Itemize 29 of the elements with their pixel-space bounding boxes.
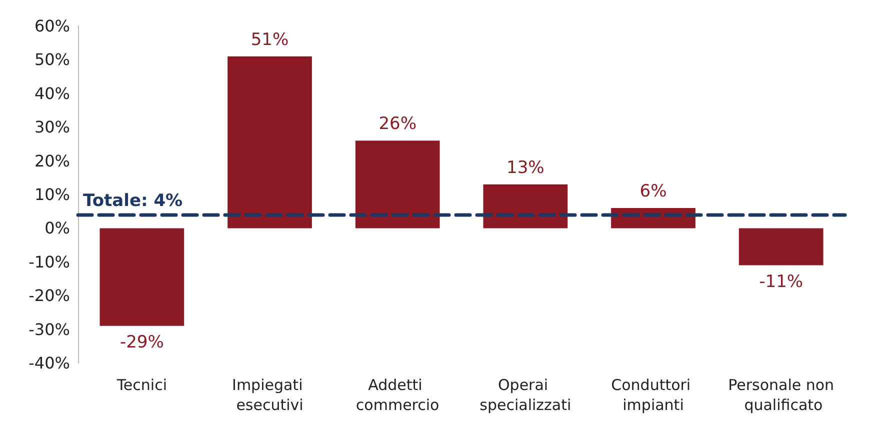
x-tick-label: Conduttori impianti <box>611 376 696 414</box>
bar <box>228 56 312 228</box>
y-tick-label: 20% <box>34 151 70 170</box>
bar <box>483 184 568 228</box>
y-tick-label: -20% <box>28 286 70 306</box>
x-tick-label: Impiegati esecutivi <box>232 376 308 414</box>
bar <box>738 228 824 266</box>
x-tick-label: Addetti commercio <box>356 376 440 414</box>
data-label: -29% <box>120 332 164 352</box>
data-label: 13% <box>506 158 544 178</box>
data-label: 51% <box>250 30 289 50</box>
y-tick-label: -40% <box>28 354 70 372</box>
x-tick-label: Tecnici <box>116 376 168 394</box>
y-tick-label: 10% <box>34 185 70 204</box>
bar <box>355 140 440 228</box>
y-tick-label: 50% <box>34 50 70 70</box>
data-label: 6% <box>640 181 667 202</box>
y-tick-label: 60% <box>34 16 70 36</box>
y-tick-label: -10% <box>28 252 70 272</box>
y-tick-label: 40% <box>34 84 70 103</box>
y-tick-label: -30% <box>28 320 70 339</box>
x-tick-label: Personale non qualificato <box>728 376 834 414</box>
x-tick-label: Operai specializzati <box>480 376 572 414</box>
y-tick-label: 0% <box>44 218 70 238</box>
data-label: 26% <box>378 114 416 134</box>
bar <box>100 228 184 326</box>
data-label: -11% <box>759 272 804 292</box>
y-tick-label: 30% <box>34 118 70 137</box>
ref-line-label: Totale: 4% <box>83 191 183 212</box>
